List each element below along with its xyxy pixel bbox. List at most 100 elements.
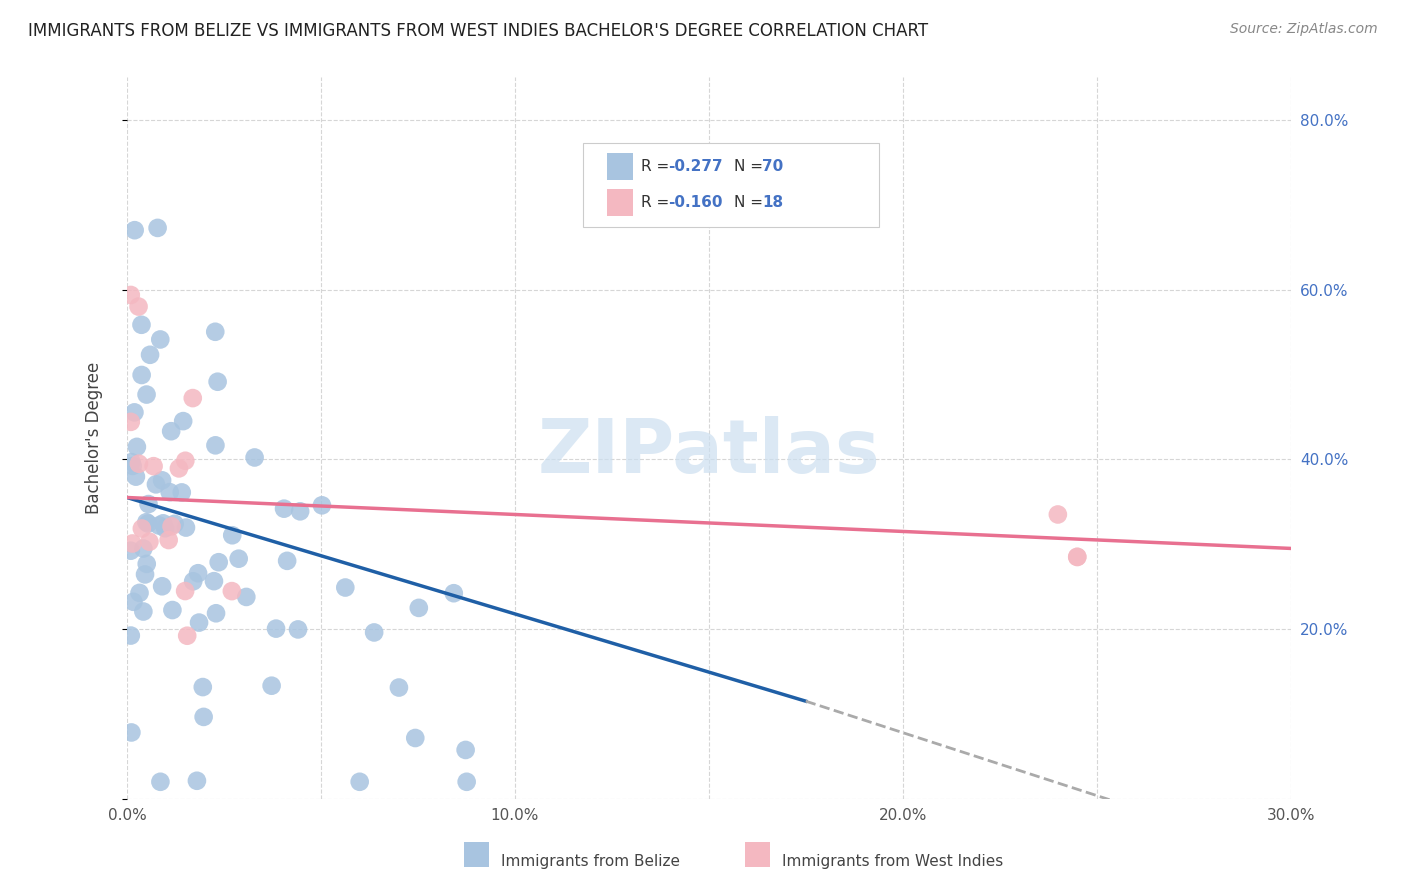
Point	[138, 497, 160, 511]
Point	[174, 520, 197, 534]
Point	[124, 405, 146, 419]
Point	[135, 557, 157, 571]
Point	[311, 498, 333, 512]
Point	[122, 595, 145, 609]
Point	[149, 333, 172, 347]
Point	[128, 300, 150, 314]
Point	[132, 605, 155, 619]
Point	[120, 415, 142, 429]
Point	[159, 485, 181, 500]
Point	[163, 516, 186, 531]
Point	[172, 414, 194, 428]
Point	[349, 774, 371, 789]
Point	[125, 469, 148, 483]
Point	[124, 223, 146, 237]
Point	[287, 623, 309, 637]
Text: 18: 18	[762, 195, 783, 210]
Point	[454, 743, 477, 757]
Text: Immigrants from Belize: Immigrants from Belize	[501, 855, 679, 869]
Text: IMMIGRANTS FROM BELIZE VS IMMIGRANTS FROM WEST INDIES BACHELOR'S DEGREE CORRELAT: IMMIGRANTS FROM BELIZE VS IMMIGRANTS FRO…	[28, 22, 928, 40]
Text: N =: N =	[734, 195, 768, 210]
Point	[335, 581, 357, 595]
Point	[150, 579, 173, 593]
Point	[1066, 549, 1088, 564]
Point	[149, 774, 172, 789]
Point	[202, 574, 225, 589]
Point	[186, 773, 208, 788]
Point	[456, 774, 478, 789]
Point	[443, 586, 465, 600]
Point	[208, 555, 231, 569]
Point	[150, 473, 173, 487]
Text: ZIPatlas: ZIPatlas	[537, 416, 880, 489]
Point	[132, 541, 155, 556]
Text: -0.277: -0.277	[668, 160, 723, 174]
Point	[204, 325, 226, 339]
Point	[131, 318, 153, 332]
Point	[125, 440, 148, 454]
Point	[162, 603, 184, 617]
Text: 70: 70	[762, 160, 783, 174]
Point	[176, 629, 198, 643]
Point	[235, 590, 257, 604]
Point	[181, 574, 204, 589]
Point	[228, 551, 250, 566]
Text: R =: R =	[641, 195, 675, 210]
Point	[142, 459, 165, 474]
Text: Source: ZipAtlas.com: Source: ZipAtlas.com	[1230, 22, 1378, 37]
Point	[181, 391, 204, 405]
Point	[188, 615, 211, 630]
Point	[145, 477, 167, 491]
Point	[160, 519, 183, 533]
Point	[273, 501, 295, 516]
Point	[139, 348, 162, 362]
Point	[243, 450, 266, 465]
Point	[221, 584, 243, 599]
Point	[191, 680, 214, 694]
Point	[207, 375, 229, 389]
Point	[205, 607, 228, 621]
Point	[121, 536, 143, 550]
Point	[153, 521, 176, 535]
Text: Immigrants from West Indies: Immigrants from West Indies	[782, 855, 1002, 869]
Point	[167, 461, 190, 475]
Point	[160, 424, 183, 438]
Text: R =: R =	[641, 160, 675, 174]
Point	[120, 288, 142, 302]
Text: -0.160: -0.160	[668, 195, 723, 210]
Point	[135, 515, 157, 529]
Point	[204, 438, 226, 452]
Point	[408, 600, 430, 615]
Point	[157, 533, 180, 547]
Point	[134, 567, 156, 582]
Point	[264, 622, 287, 636]
Point	[146, 220, 169, 235]
Point	[136, 516, 159, 531]
Point	[1046, 508, 1069, 522]
Point	[138, 534, 160, 549]
Point	[288, 504, 311, 518]
Point	[388, 681, 411, 695]
Y-axis label: Bachelor's Degree: Bachelor's Degree	[86, 362, 103, 514]
Point	[120, 629, 142, 643]
Point	[1066, 549, 1088, 564]
Point	[131, 368, 153, 382]
Point	[404, 731, 426, 745]
Point	[174, 584, 197, 599]
Point	[170, 485, 193, 500]
Point	[128, 586, 150, 600]
Point	[120, 543, 142, 558]
Point	[148, 518, 170, 533]
Point	[121, 458, 143, 473]
Point	[121, 455, 143, 469]
Text: N =: N =	[734, 160, 768, 174]
Point	[260, 679, 283, 693]
Point	[131, 522, 153, 536]
Point	[221, 528, 243, 542]
Point	[276, 554, 298, 568]
Point	[128, 457, 150, 471]
Point	[174, 454, 197, 468]
Point	[193, 710, 215, 724]
Point	[187, 566, 209, 581]
Point	[363, 625, 385, 640]
